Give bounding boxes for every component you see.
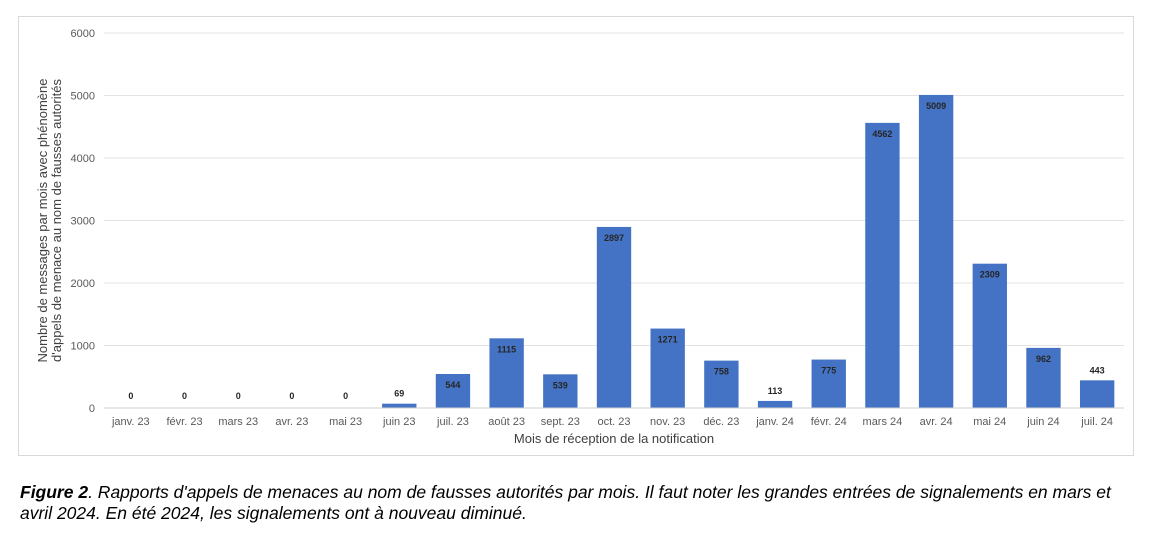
bar: [1026, 347, 1061, 408]
data-label: 539: [553, 380, 568, 390]
x-tick-label: mars 23: [218, 416, 258, 428]
x-tick-label: oct. 23: [597, 416, 630, 428]
bar: [704, 360, 739, 408]
data-label: 0: [236, 391, 241, 401]
bar: [918, 94, 954, 408]
x-tick-label: sept. 23: [541, 416, 580, 428]
x-tick-label: juin 23: [382, 416, 415, 428]
data-label: 1115: [497, 344, 516, 354]
x-tick-label: avr. 24: [920, 416, 953, 428]
y-axis-title-line: d'appels de menace au nom de fausses aut…: [49, 79, 64, 362]
data-label: 2897: [604, 233, 624, 243]
data-label: 962: [1036, 354, 1051, 364]
bar: [650, 328, 685, 408]
y-tick-label: 2000: [71, 278, 95, 290]
y-tick-label: 0: [89, 403, 95, 415]
y-tick-label: 6000: [71, 28, 95, 40]
data-label: 5009: [926, 101, 946, 111]
bar-chart: 0 1000 2000 3000 4000 5000 6000 0 0 0 0 0 69 544 1115…: [35, 28, 1124, 446]
data-label: 2309: [980, 270, 1000, 280]
x-tick-label: janv. 23: [111, 416, 150, 428]
x-tick-label: juil. 23: [436, 416, 469, 428]
figure-caption-text: . Rapports d'appels de menaces au nom de…: [20, 482, 1111, 523]
data-label: 113: [768, 386, 783, 396]
chart-frame: 0 1000 2000 3000 4000 5000 6000 0 0 0 0 0 69 544 1115…: [18, 16, 1134, 456]
x-tick-label: févr. 24: [811, 416, 847, 428]
x-tick-label: mars 24: [863, 416, 903, 428]
data-label: 4562: [872, 129, 892, 139]
y-tick-label: 1000: [71, 341, 95, 353]
bar: [596, 226, 632, 408]
data-label: 1271: [658, 335, 678, 345]
y-tick-label: 4000: [71, 153, 95, 165]
figure-caption: Figure 2. Rapports d'appels de menaces a…: [20, 482, 1145, 524]
x-tick-label: mai 24: [973, 416, 1006, 428]
x-axis-ticks: janv. 23 févr. 23 mars 23 avr. 23 mai 23 juin…: [111, 416, 1113, 428]
bar: [1079, 380, 1115, 408]
x-tick-label: juin 24: [1026, 416, 1059, 428]
bar: [382, 403, 417, 408]
y-axis-title-line: Nombre de messages par mois avec phénomè…: [35, 79, 50, 363]
data-label: 0: [343, 391, 348, 401]
data-label: 775: [821, 366, 836, 376]
x-tick-label: févr. 23: [166, 416, 202, 428]
x-tick-label: avr. 23: [275, 416, 308, 428]
x-tick-label: juil. 24: [1080, 416, 1113, 428]
data-label: 544: [445, 380, 460, 390]
data-label: 0: [128, 391, 133, 401]
x-tick-label: mai 23: [329, 416, 362, 428]
data-label: 0: [182, 391, 187, 401]
x-axis-title: Mois de réception de la notification: [514, 431, 714, 446]
data-labels: 0 0 0 0 0 69 544 1115 539 2897 1271 758 113 775 4562 50…: [128, 101, 1104, 401]
x-tick-label: août 23: [488, 416, 525, 428]
bar: [489, 338, 524, 408]
bar: [865, 122, 900, 408]
x-tick-label: janv. 24: [755, 416, 794, 428]
x-tick-label: nov. 23: [650, 416, 685, 428]
bar: [811, 359, 846, 408]
y-tick-label: 3000: [71, 216, 95, 228]
bar: [543, 374, 578, 408]
figure-label: Figure 2: [20, 482, 89, 502]
data-label: 69: [394, 389, 404, 399]
y-tick-label: 5000: [71, 91, 95, 103]
x-tick-label: déc. 23: [703, 416, 739, 428]
data-label: 0: [289, 391, 294, 401]
bar: [972, 263, 1007, 408]
bar: [757, 400, 793, 408]
data-label: 758: [714, 367, 729, 377]
y-axis-title: Nombre de messages par mois avec phénomè…: [35, 79, 64, 363]
bars: [382, 94, 1115, 408]
gridlines: [104, 32, 1124, 346]
data-label: 443: [1090, 365, 1105, 375]
y-axis-ticks: 0 1000 2000 3000 4000 5000 6000: [71, 28, 95, 415]
bar: [435, 374, 471, 408]
